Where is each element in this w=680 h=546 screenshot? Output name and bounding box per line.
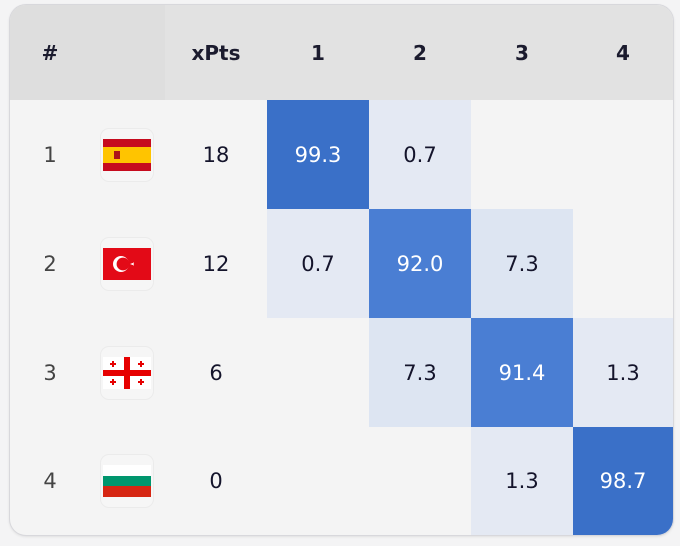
xpts-cell: 12 [202,251,230,276]
rank-cell: 2 [43,251,57,276]
probability-cell [369,427,471,535]
table-header: # xPts 1 2 3 4 [10,5,673,100]
rank-cell: 4 [43,469,57,493]
probability-cell: 92.0 [369,209,471,318]
column-header: xPts [191,40,241,65]
spain-flag-icon [101,128,153,181]
standings-probability-table: # xPts 1 2 3 4 1 18 99.3 0.7 2 12 0.7 92.0 7.3 3 6 7.3 91… [10,5,673,535]
column-header: # [41,40,59,65]
column-header: 2 [413,40,427,65]
probability-cell [471,100,573,209]
column-header: 1 [311,40,325,65]
xpts-cell: 18 [202,142,230,167]
probability-cell: 91.4 [471,318,573,427]
turkey-flag-icon [101,237,153,290]
rank-cell: 1 [43,142,57,167]
probability-cell: 7.3 [471,209,573,318]
probability-cell [267,427,369,535]
column-header [90,5,165,100]
probability-cell: 7.3 [369,318,471,427]
probability-cell [573,100,673,209]
probability-cell [573,209,673,318]
probability-cell: 1.3 [471,427,573,535]
bulgaria-flag-icon [101,455,153,507]
rank-cell: 3 [43,360,57,385]
xpts-cell: 6 [209,360,223,385]
georgia-flag-icon [101,346,153,399]
probability-cell: 0.7 [267,209,369,318]
probability-cell: 1.3 [573,318,673,427]
probability-cell: 99.3 [267,100,369,209]
probability-cell: 98.7 [573,427,673,535]
column-header: 3 [515,40,529,65]
probability-cell: 0.7 [369,100,471,209]
probability-cell [267,318,369,427]
xpts-cell: 0 [209,469,223,493]
column-header: 4 [616,40,630,65]
